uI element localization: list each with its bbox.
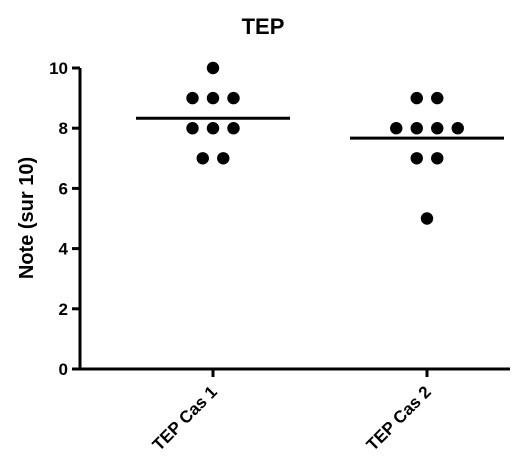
data-point	[227, 122, 240, 135]
data-point	[410, 152, 423, 165]
y-ticks: 0 2 4 6 8 10	[49, 59, 80, 379]
data-point	[431, 152, 444, 165]
data-point	[196, 152, 209, 165]
x-tick-labels: TEP Cas 1 TEP Cas 2	[149, 369, 435, 454]
data-point	[206, 91, 220, 105]
x-tick-label: TEP Cas 2	[363, 382, 435, 454]
y-tick-label: 0	[59, 360, 68, 379]
x-tick-label: TEP Cas 1	[149, 382, 221, 454]
data-point	[227, 91, 240, 105]
y-tick-label: 6	[59, 179, 68, 198]
data-point	[217, 152, 230, 165]
mean-lines	[136, 116, 504, 140]
data-point	[186, 91, 199, 105]
data-point	[410, 122, 423, 135]
y-tick-label: 4	[59, 240, 69, 259]
data-point	[206, 122, 220, 135]
y-tick-label: 8	[59, 119, 68, 138]
y-axis-label: Note (sur 10)	[16, 157, 38, 279]
data-point	[420, 212, 434, 225]
data-point	[410, 91, 423, 105]
axes	[78, 68, 510, 371]
data-point	[451, 122, 464, 135]
data-point	[431, 91, 444, 105]
y-tick-label: 10	[49, 59, 68, 78]
data-point	[186, 122, 199, 135]
chart-title: TEP	[242, 14, 285, 39]
y-tick-label: 2	[59, 300, 68, 319]
data-points	[186, 61, 464, 225]
data-point	[206, 61, 220, 75]
data-point	[431, 122, 444, 135]
data-point	[390, 122, 403, 135]
